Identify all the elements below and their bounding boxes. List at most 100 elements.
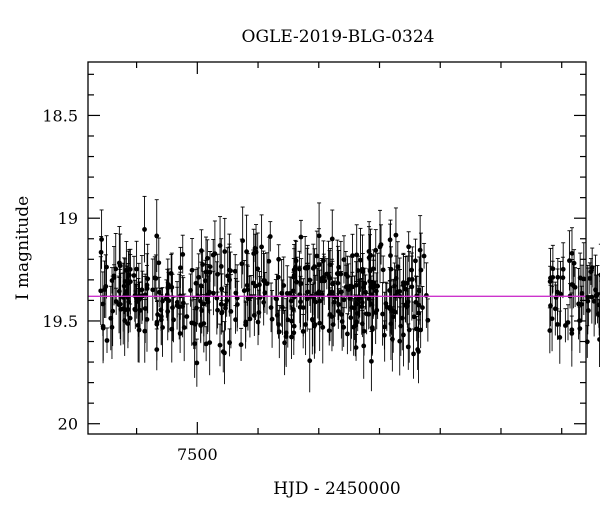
y-axis-label: I magnitude (13, 196, 33, 300)
data-point (567, 258, 572, 264)
data-point (335, 280, 341, 286)
data-point (569, 331, 575, 336)
data-point (586, 308, 591, 313)
data-point (154, 319, 160, 325)
data-point (289, 334, 294, 340)
data-point (354, 319, 359, 325)
data-point (297, 266, 302, 272)
x-tick-label: 7500 (177, 445, 218, 464)
data-point (421, 253, 427, 259)
data-point (311, 323, 317, 329)
data-point (367, 268, 373, 274)
data-point (171, 317, 176, 323)
data-point (329, 236, 335, 242)
data-point (189, 267, 195, 273)
data-point (227, 340, 232, 346)
data-point (255, 266, 261, 272)
data-point (402, 302, 408, 308)
data-point (555, 322, 560, 327)
data-point (207, 264, 213, 270)
data-point (103, 284, 109, 289)
data-point (247, 316, 253, 322)
data-point (369, 325, 375, 331)
data-point (218, 264, 224, 269)
data-points (98, 195, 600, 393)
data-point (251, 312, 257, 318)
data-point (547, 328, 553, 333)
data-point (156, 260, 162, 266)
data-point (373, 288, 379, 294)
data-point (110, 308, 116, 314)
data-point (359, 304, 365, 309)
data-point (145, 276, 151, 282)
data-point (360, 321, 365, 327)
data-point (268, 305, 274, 310)
data-point (406, 277, 412, 282)
data-point (400, 280, 406, 286)
data-point (116, 260, 122, 266)
data-point (312, 264, 317, 270)
data-point (150, 287, 156, 293)
data-point (319, 275, 325, 281)
plot-frame (87, 61, 587, 435)
data-point (288, 298, 294, 304)
x-axis-label: HJD - 2450000 (273, 479, 401, 499)
data-point (136, 297, 142, 303)
data-point (239, 261, 245, 267)
data-point (316, 262, 322, 268)
data-point (156, 289, 162, 295)
data-point (417, 247, 423, 253)
data-point (261, 278, 266, 284)
data-point (409, 284, 415, 290)
data-point (232, 268, 238, 274)
data-point (228, 309, 234, 314)
data-point (557, 335, 563, 340)
data-point (358, 257, 363, 263)
data-point (194, 305, 199, 311)
data-point (113, 266, 119, 272)
data-point (127, 279, 133, 285)
data-point (181, 325, 187, 330)
data-point (245, 287, 251, 293)
data-point (307, 358, 313, 364)
data-point (217, 342, 223, 348)
data-point (158, 314, 164, 319)
data-point (570, 283, 576, 288)
data-point (380, 311, 386, 317)
data-point (382, 324, 388, 330)
data-point (276, 256, 282, 262)
data-point (276, 329, 282, 335)
data-point (285, 317, 291, 323)
data-point (174, 299, 180, 305)
data-point (550, 266, 556, 272)
data-point (341, 257, 347, 263)
data-point (291, 272, 297, 278)
data-point (373, 310, 379, 315)
data-point (418, 267, 424, 273)
data-point (341, 297, 347, 303)
data-point (329, 314, 335, 319)
data-point (411, 314, 417, 320)
chart-title: OGLE-2019-BLG-0324 (242, 27, 435, 47)
data-point (579, 301, 584, 307)
data-point (255, 319, 261, 325)
y-tick-label: 20 (58, 415, 78, 434)
data-point (180, 252, 186, 257)
data-point (132, 293, 138, 299)
data-point (366, 255, 372, 261)
data-point (243, 322, 249, 328)
data-point (134, 266, 139, 272)
data-point (416, 302, 422, 308)
data-point (424, 293, 429, 298)
data-point (411, 351, 416, 357)
data-point (362, 280, 368, 286)
data-point (364, 311, 370, 317)
data-point (222, 249, 228, 254)
data-point (579, 291, 585, 296)
data-point (388, 253, 393, 258)
data-point (224, 298, 230, 303)
data-point (155, 312, 161, 317)
data-point (274, 312, 280, 318)
data-point (324, 271, 330, 277)
